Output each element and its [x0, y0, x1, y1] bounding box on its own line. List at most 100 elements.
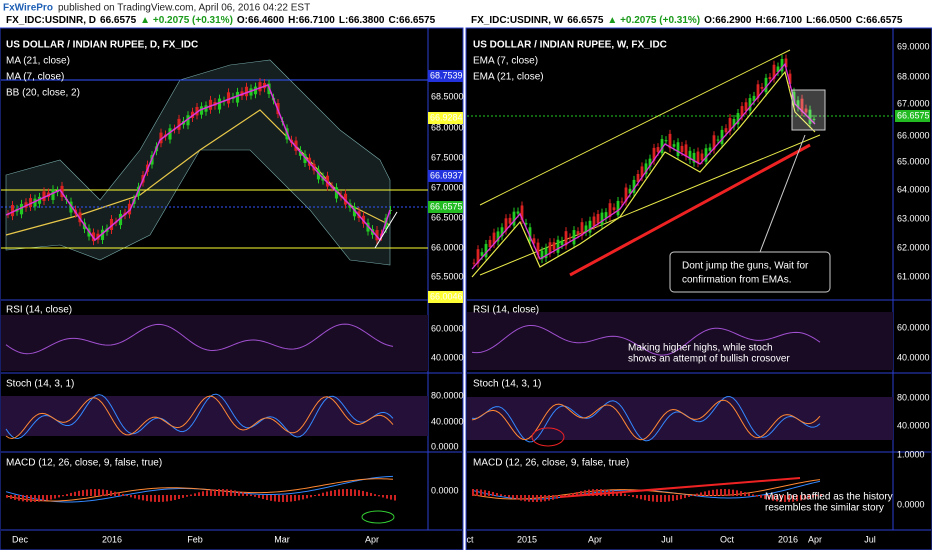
label: EMA (7, close) — [473, 56, 538, 67]
histogram — [142, 495, 144, 501]
pane-bg — [1, 315, 428, 371]
histogram — [90, 489, 92, 496]
candle — [572, 230, 576, 245]
price-marker — [428, 291, 463, 303]
candle — [772, 64, 776, 79]
candle — [226, 92, 231, 104]
histogram — [58, 495, 60, 498]
histogram — [792, 495, 794, 502]
histogram — [720, 489, 722, 496]
symbol-part: ▲ +0.2075 (+0.31%) — [140, 15, 233, 26]
highlight-ellipse — [361, 510, 395, 524]
histogram — [86, 489, 88, 496]
candle — [548, 242, 552, 254]
candle — [472, 262, 476, 264]
candle — [235, 91, 240, 103]
histogram — [472, 489, 474, 496]
candle — [177, 118, 181, 130]
candle — [516, 211, 520, 214]
histogram — [484, 490, 486, 496]
histogram — [102, 489, 104, 496]
candle — [343, 193, 348, 205]
histogram — [496, 493, 498, 496]
label: 65.0000 — [897, 156, 930, 166]
histogram — [572, 493, 574, 496]
histogram — [736, 490, 738, 496]
histogram — [154, 495, 156, 502]
indicator-line — [471, 396, 821, 443]
histogram — [202, 491, 204, 496]
candle — [69, 201, 73, 213]
histogram — [796, 495, 798, 502]
label: Jul — [661, 534, 673, 544]
candle — [668, 133, 672, 149]
label: Dec — [12, 534, 29, 544]
histogram — [234, 490, 236, 496]
histogram — [378, 495, 380, 497]
histogram — [26, 495, 28, 502]
histogram — [556, 495, 558, 499]
candle — [588, 220, 592, 233]
histogram — [576, 491, 578, 496]
price-marker — [428, 112, 463, 124]
histogram — [740, 491, 742, 496]
histogram — [600, 489, 602, 496]
candle — [808, 109, 812, 124]
candle — [118, 213, 123, 226]
histogram — [568, 494, 570, 496]
histogram — [772, 495, 774, 501]
histogram — [278, 495, 280, 502]
histogram — [250, 494, 252, 496]
histogram — [664, 495, 666, 502]
histogram — [696, 493, 698, 496]
histogram — [544, 495, 546, 502]
candle — [325, 175, 330, 187]
label: 0.0000 — [431, 441, 459, 451]
label: 60.0000 — [431, 323, 464, 333]
histogram — [114, 491, 116, 496]
candle — [680, 145, 684, 152]
candle — [748, 98, 752, 111]
histogram — [258, 495, 260, 498]
candle — [640, 166, 644, 178]
price-marker — [428, 170, 463, 182]
label: 68.0000 — [897, 71, 930, 81]
candle — [728, 118, 732, 132]
histogram — [628, 494, 630, 496]
histogram — [504, 495, 506, 497]
histogram — [776, 495, 778, 502]
candle — [199, 106, 204, 115]
histogram — [540, 495, 542, 502]
histogram — [382, 495, 384, 498]
label: 80.0000 — [431, 390, 464, 400]
histogram — [508, 495, 510, 498]
label: 60.0000 — [897, 322, 930, 332]
histogram — [106, 490, 108, 496]
histogram — [190, 494, 192, 496]
symbol-part: O:66.2900 — [704, 15, 752, 26]
histogram — [118, 492, 120, 496]
label: 66.6575 — [430, 201, 463, 211]
histogram — [318, 493, 320, 496]
histogram — [314, 495, 316, 497]
symbol-part: FX_IDC:USDINR, W — [471, 15, 564, 26]
histogram — [636, 495, 638, 499]
histogram — [186, 495, 188, 497]
candle — [352, 206, 357, 217]
histogram — [764, 495, 766, 499]
label: 66.5000 — [431, 212, 464, 222]
histogram — [286, 495, 288, 502]
label: 68.7539 — [430, 70, 463, 80]
histogram — [748, 493, 750, 496]
histogram — [644, 495, 646, 501]
histogram — [270, 495, 272, 501]
label: 66.6937 — [430, 170, 463, 180]
histogram — [170, 495, 172, 501]
histogram — [214, 489, 216, 496]
candle — [688, 150, 692, 161]
candle — [10, 205, 15, 217]
histogram — [10, 495, 12, 499]
histogram — [266, 495, 268, 501]
indicator-line — [5, 478, 394, 502]
histogram — [14, 495, 16, 500]
